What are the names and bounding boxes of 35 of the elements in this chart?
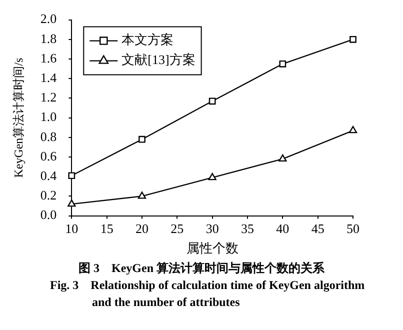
point xyxy=(278,154,287,162)
x-tick-label: 10 xyxy=(65,221,78,236)
y-tick-label: 0.2 xyxy=(40,188,57,203)
y-tick-label: 0.6 xyxy=(40,148,58,164)
point xyxy=(68,172,76,180)
x-tick-label: 15 xyxy=(100,221,114,236)
point xyxy=(138,136,146,143)
y-tick-label: 1.4 xyxy=(40,70,58,86)
text: Fig. 3 Relationship of calculation time of KeyGen algorithm and the number of attributes xyxy=(49,277,366,311)
x-tick-label: 30 xyxy=(206,221,219,236)
legend-label: 本文方案 xyxy=(122,32,174,48)
point xyxy=(138,192,146,199)
x-tick-label: 35 xyxy=(240,221,254,236)
x-tick-label: 25 xyxy=(170,221,184,236)
y-tick-label: 1.2 xyxy=(40,90,57,105)
x-axis-title: 属性个数 xyxy=(186,240,238,256)
point xyxy=(208,172,216,180)
point xyxy=(348,126,358,134)
y-axis-title: KeyGen算法计算时间/s xyxy=(11,57,26,178)
y-tick-label: 1.0 xyxy=(40,109,57,124)
point xyxy=(350,36,356,43)
y-tick-label: 1.8 xyxy=(40,30,57,46)
y-tick-label: 0.0 xyxy=(40,207,57,222)
y-tick-label: 1.6 xyxy=(40,50,58,66)
y-tick-label: 0.4 xyxy=(40,168,58,184)
text: 图 3 KeyGen 算法计算时间与属性个数的关系 xyxy=(78,260,326,277)
x-tick-label: 50 xyxy=(346,221,360,236)
point xyxy=(279,60,286,68)
x-tick-label: 40 xyxy=(276,221,290,236)
y-tick-label: 2.0 xyxy=(40,11,57,26)
legend-label: 文献[13]方案 xyxy=(122,52,196,68)
point xyxy=(208,98,216,105)
x-tick-label: 45 xyxy=(311,221,324,236)
x-tick-label: 20 xyxy=(135,221,148,236)
y-tick-label: 0.8 xyxy=(40,128,57,144)
